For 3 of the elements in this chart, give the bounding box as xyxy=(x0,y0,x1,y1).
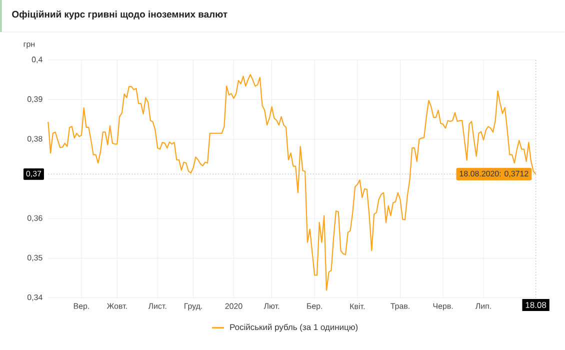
text: 18.08 xyxy=(526,302,546,308)
chart-title: Офіційний курс гривні щодо іноземних валют xyxy=(12,10,228,20)
legend-label: Російський рубль (за 1 одиницю) xyxy=(230,324,358,332)
